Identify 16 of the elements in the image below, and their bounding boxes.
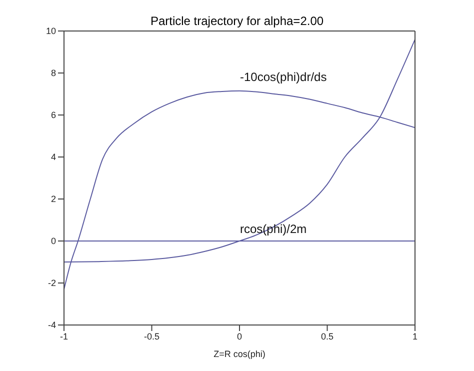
x-tick-label: 1: [412, 331, 418, 342]
chart-title: Particle trajectory for alpha=2.00: [149, 14, 325, 28]
y-tick-label: 2: [50, 194, 56, 204]
x-axis-title: Z=R cos(phi): [214, 349, 266, 359]
y-tick-label: 4: [50, 152, 56, 162]
y-tick-label: 10: [46, 26, 56, 36]
y-tick-label: 8: [50, 68, 56, 78]
y-tick-label: 6: [50, 110, 56, 120]
y-tick-label: -2: [48, 278, 56, 288]
y-tick-label: 0: [50, 236, 56, 246]
x-tick-label: 0: [236, 331, 242, 342]
x-tick-label: -0.5: [144, 331, 160, 342]
x-tick-label: -1: [60, 331, 68, 342]
x-tick-label: 0.5: [320, 331, 334, 342]
annotation: -10cos(phi)dr/ds: [240, 70, 327, 84]
y-tick-label: -4: [48, 320, 56, 330]
